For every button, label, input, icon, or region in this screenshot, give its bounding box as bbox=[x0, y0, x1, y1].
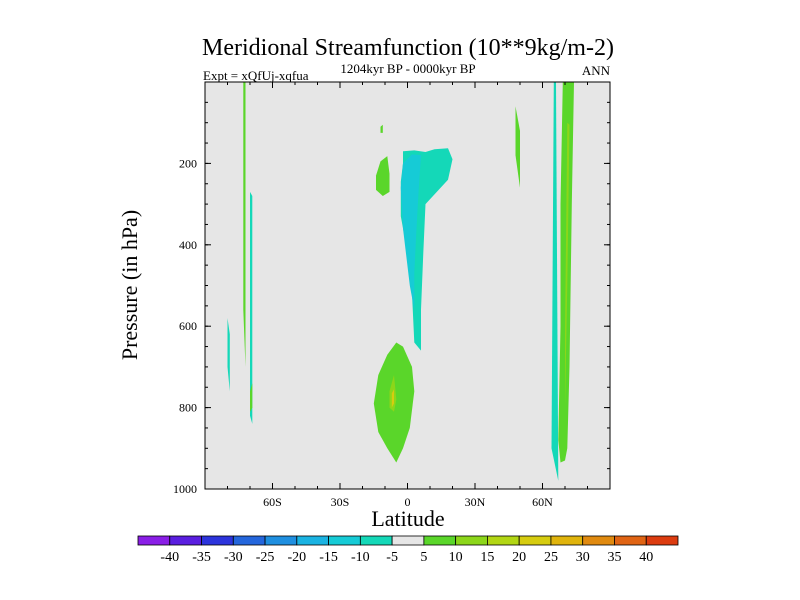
colorbar-swatch bbox=[487, 535, 520, 546]
colorbar-swatch bbox=[296, 535, 329, 546]
x-axis: 60S 30S 0 30N 60N bbox=[204, 82, 611, 509]
colorbar-label: -30 bbox=[224, 550, 243, 565]
chart-title: Meridional Streamfunction (10**9kg/m-2) bbox=[202, 35, 614, 61]
colorbar-swatch bbox=[328, 535, 361, 546]
y-tick-label: 1000 bbox=[173, 482, 197, 496]
contour-high-north-neg bbox=[551, 82, 559, 481]
y-tick-label: 600 bbox=[179, 319, 197, 333]
contour-mid-north-pos bbox=[515, 106, 520, 188]
y-tick-label: 400 bbox=[179, 238, 197, 252]
colorbar-label: -10 bbox=[351, 550, 370, 565]
contour-high-north-pos-core bbox=[565, 122, 570, 408]
colorbar-label: -40 bbox=[160, 550, 179, 565]
colorbar-label: 35 bbox=[607, 550, 621, 565]
colorbar-swatch bbox=[137, 535, 171, 546]
subtitle-left: Expt = xQfUj-xqfua bbox=[203, 68, 309, 83]
x-axis-label: Latitude bbox=[371, 506, 444, 531]
contour-south-pos-line bbox=[243, 82, 246, 367]
colorbar-label: -15 bbox=[319, 550, 338, 565]
contour-lower-tropical-pos-peak bbox=[391, 389, 394, 408]
colorbar-label: 25 bbox=[544, 550, 558, 565]
colorbar-label: -5 bbox=[386, 550, 398, 565]
colorbar-swatch bbox=[614, 535, 647, 546]
colorbar-swatch bbox=[645, 535, 679, 546]
subtitle-center: 1204kyr BP - 0000kyr BP bbox=[340, 61, 475, 76]
colorbar-label: 15 bbox=[480, 550, 494, 565]
colorbar-label: 5 bbox=[420, 550, 427, 565]
x-tick-label: 30N bbox=[465, 495, 486, 509]
colorbar-label: 30 bbox=[576, 550, 590, 565]
x-tick-label: 0 bbox=[405, 495, 411, 509]
subtitle-right: ANN bbox=[582, 63, 611, 78]
colorbar-label: -25 bbox=[256, 550, 275, 565]
contour-regions bbox=[227, 82, 574, 481]
contour-south-neg-2 bbox=[227, 318, 230, 392]
colorbar: -40 -35 -30 -25 -20 -15 -10 -5 5 10 15 20 25 30 35 40 bbox=[137, 535, 679, 565]
colorbar-label: 20 bbox=[512, 550, 526, 565]
colorbar-swatch bbox=[169, 535, 202, 546]
colorbar-label: 10 bbox=[449, 550, 463, 565]
contour-upper-tropical-neg-core bbox=[400, 154, 421, 310]
colorbar-swatch bbox=[550, 535, 584, 546]
x-tick-label: 60S bbox=[263, 495, 282, 509]
colorbar-swatch bbox=[201, 535, 234, 546]
contour-south-pos-2 bbox=[250, 383, 253, 412]
colorbar-swatch bbox=[391, 535, 425, 546]
contour-upper-dot-pos bbox=[380, 124, 383, 133]
contour-upper-tropical-pos bbox=[376, 156, 390, 196]
y-axis: 200 400 600 800 1000 bbox=[173, 101, 610, 496]
colorbar-swatch bbox=[359, 535, 393, 546]
colorbar-swatch bbox=[423, 535, 457, 546]
colorbar-swatch bbox=[264, 535, 298, 546]
colorbar-swatch bbox=[455, 535, 488, 546]
contour-south-neg-1 bbox=[250, 191, 253, 424]
colorbar-label: -35 bbox=[192, 550, 211, 565]
colorbar-label: -20 bbox=[287, 550, 306, 565]
colorbar-swatch bbox=[518, 535, 552, 546]
y-axis-label: Pressure (in hPa) bbox=[117, 210, 142, 360]
x-tick-label: 60N bbox=[532, 495, 553, 509]
y-tick-label: 800 bbox=[179, 401, 197, 415]
x-tick-label: 30S bbox=[331, 495, 350, 509]
colorbar-label: 40 bbox=[639, 550, 653, 565]
colorbar-swatch bbox=[232, 535, 266, 546]
colorbar-swatch bbox=[582, 535, 615, 546]
y-tick-label: 200 bbox=[179, 156, 197, 170]
